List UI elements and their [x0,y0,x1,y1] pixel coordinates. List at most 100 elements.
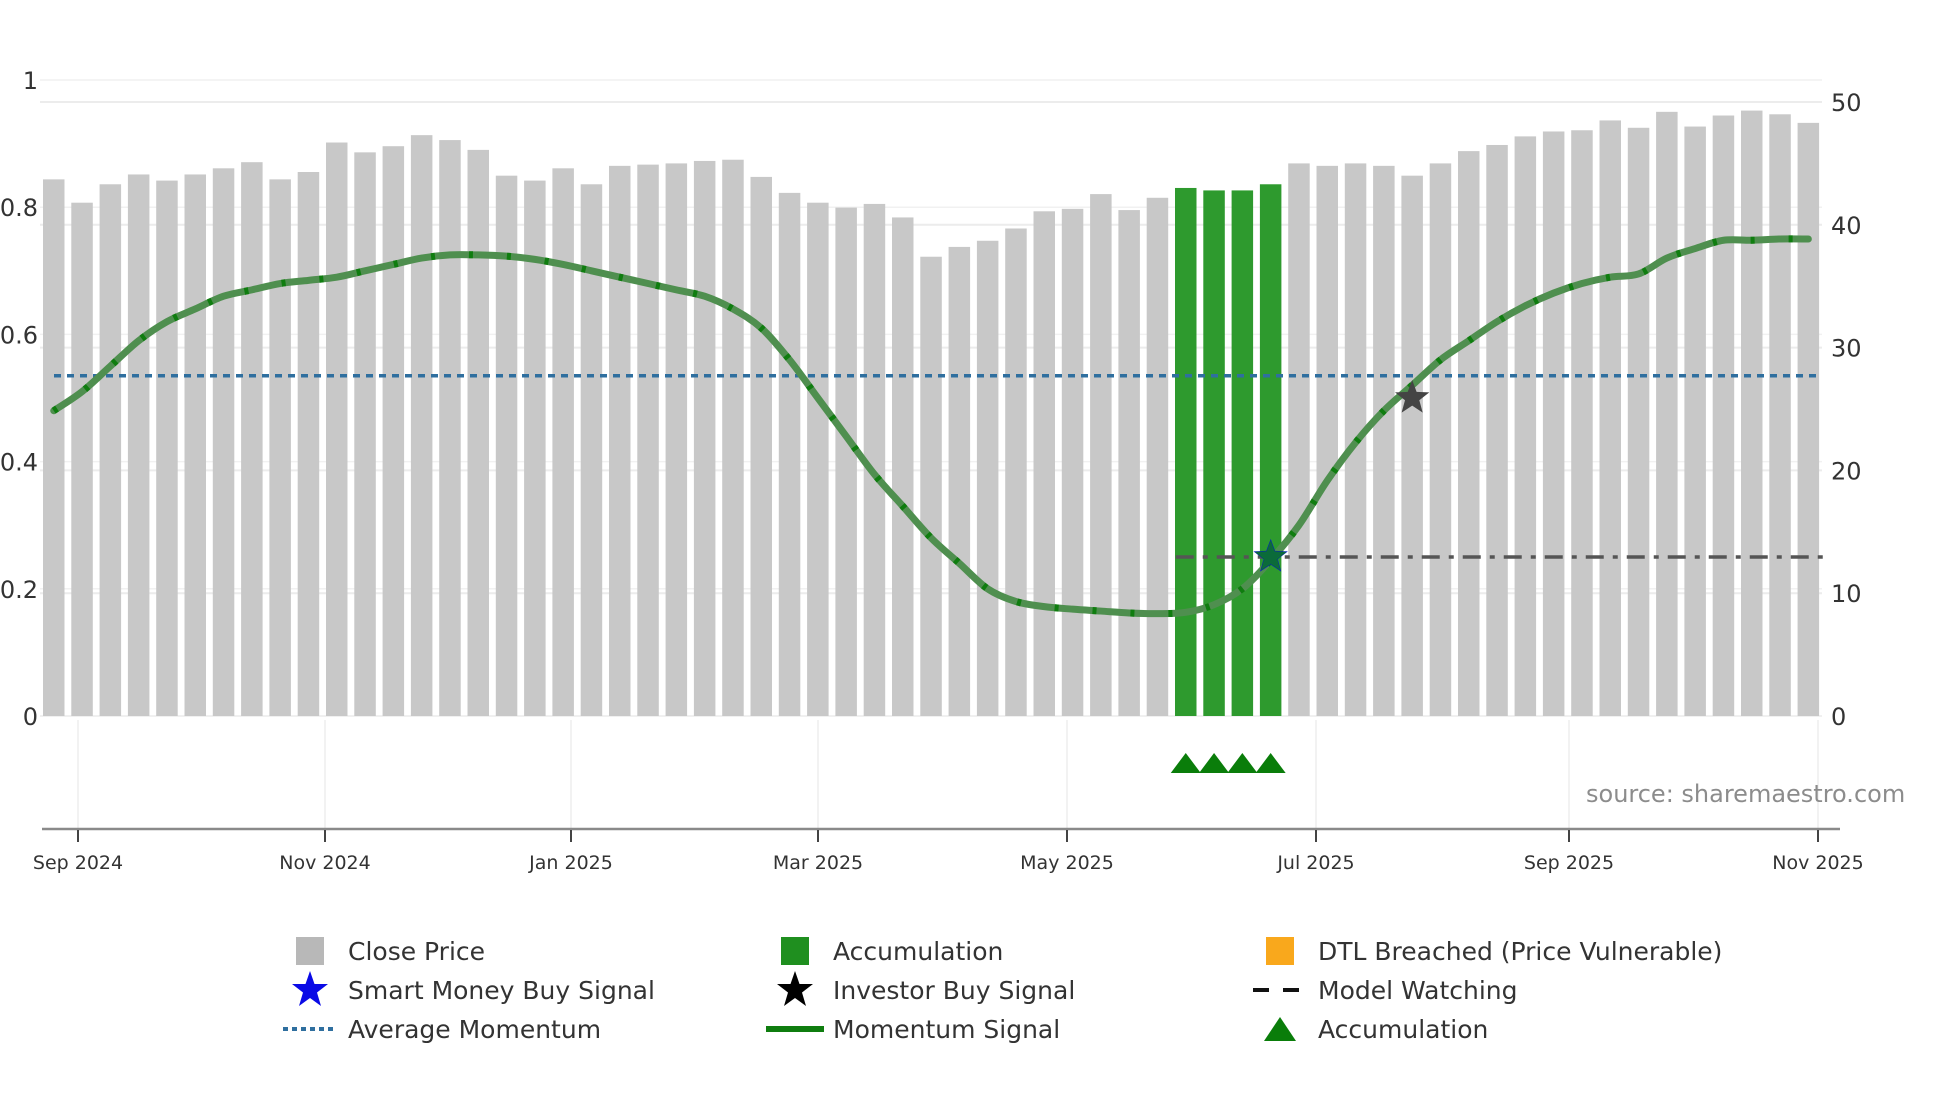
close-price-bar [580,184,603,716]
close-price-bar [1146,197,1169,716]
legend-item-close-price[interactable]: Close Price [280,934,485,968]
legend-item-momentum-signal[interactable]: Momentum Signal [765,1012,1060,1046]
black-star-icon [765,971,825,1007]
svg-text:Nov 2025: Nov 2025 [1772,852,1863,874]
close-price-bar [1288,163,1310,716]
svg-text:Nov 2024: Nov 2024 [279,852,370,874]
legend-item-model-watching[interactable]: Model Watching [1250,973,1518,1007]
close-price-bar [1797,122,1820,717]
svg-text:20: 20 [1831,457,1862,485]
close-price-bar [212,168,235,716]
close-price-bar [637,164,659,717]
close-price-bar [354,152,376,716]
momentum-signal-line [50,235,1812,618]
close-price-bar [948,246,971,717]
blue-star-icon [280,971,340,1007]
close-price-bar [99,184,122,716]
close-price-bar [778,192,801,716]
close-price-bar [1316,165,1338,716]
accumulation-triangle-icon [1227,753,1258,773]
svg-text:0.2: 0.2 [0,576,38,604]
accumulation-bar [1203,190,1225,716]
close-price-bar [1627,127,1650,716]
close-price-bar [156,180,178,717]
accumulation-bar [1259,184,1282,716]
legend-label: Accumulation [1318,1014,1489,1044]
accumulation-triangle-icon [1255,753,1286,773]
accumulation-triangle-icon [1170,753,1201,773]
close-price-bars [43,110,1820,717]
right-y-axis: 0 10 20 30 40 50 [1831,89,1862,731]
legend-label: Average Momentum [348,1014,602,1044]
close-price-bar [1458,151,1480,716]
close-price-bar [1090,194,1112,717]
accumulation-triangle-icon [1199,753,1230,773]
close-price-bar [1769,114,1791,716]
dotted-line-icon [280,1012,340,1046]
investor-buy-star-icon [1395,380,1430,413]
close-price-bar [722,159,744,716]
svg-text:1: 1 [23,67,38,95]
legend-label: Accumulation [833,936,1004,966]
svg-text:Mar 2025: Mar 2025 [773,852,863,874]
legend-label: Momentum Signal [833,1014,1061,1044]
svg-text:Sep 2025: Sep 2025 [1524,852,1614,874]
close-price-bar [1118,210,1140,716]
svg-text:0: 0 [23,703,38,731]
close-price-bar [1514,136,1537,716]
svg-text:Jan 2025: Jan 2025 [528,852,613,874]
close-price-bar [1061,208,1084,716]
legend-label: Model Watching [1318,975,1518,1005]
close-price-bar [920,256,942,716]
gray-square-icon [296,937,324,965]
legend-item-dtl-breached[interactable]: DTL Breached (Price Vulnerable) [1250,934,1722,968]
source-annotation: source: sharemaestro.com [1586,780,1905,808]
legend-label: Close Price [348,936,486,966]
close-price-bar [1741,110,1763,716]
svg-text:10: 10 [1831,580,1862,608]
green-triangle-icon [1250,1012,1310,1046]
x-axis: Sep 2024 Nov 2024 Jan 2025 Mar 2025 May 2025… [33,827,1864,874]
svg-text:0.8: 0.8 [0,194,38,222]
legend-item-smart-money[interactable]: Smart Money Buy Signal [280,971,655,1007]
close-price-bar [382,146,405,716]
legend: Close Price Accumulation DTL Breached (P… [0,930,1960,1060]
accumulation-bar [1175,187,1197,716]
close-price-bar [1033,211,1055,717]
close-price-bar [467,149,489,717]
green-square-icon [781,937,809,965]
legend-item-accumulation-bar[interactable]: Accumulation [765,934,1003,968]
close-price-bar [892,217,914,716]
close-price-bar [439,140,461,716]
svg-text:May 2025: May 2025 [1020,852,1114,874]
svg-text:0.6: 0.6 [0,321,38,349]
close-price-bar [693,160,716,717]
close-price-bar [807,202,829,717]
close-price-bar [410,135,433,716]
accumulation-bar [1231,190,1254,716]
close-price-bar [552,168,574,716]
legend-item-accumulation-marker[interactable]: Accumulation [1250,1012,1488,1046]
legend-label: DTL Breached (Price Vulnerable) [1318,936,1723,966]
close-price-bar [863,203,886,716]
close-price-bar [835,207,857,716]
close-price-bar [1571,130,1593,716]
svg-text:50: 50 [1831,89,1862,117]
svg-text:Jul 2025: Jul 2025 [1276,852,1354,874]
legend-label: Investor Buy Signal [833,975,1076,1005]
close-price-bar [326,142,348,717]
close-price-bar [241,162,263,716]
close-price-bar [297,171,320,717]
close-price-bar [1401,175,1423,716]
svg-text:0.4: 0.4 [0,449,38,477]
legend-item-investor-buy[interactable]: Investor Buy Signal [765,971,1076,1007]
close-price-bar [750,176,772,716]
close-price-bar [1486,144,1508,717]
orange-square-icon [1266,937,1294,965]
close-price-bar [665,163,688,716]
dashed-line-icon [1250,973,1310,1007]
close-price-bar [1684,126,1706,716]
legend-item-average-momentum[interactable]: Average Momentum [280,1012,601,1046]
close-price-bar [43,179,65,716]
